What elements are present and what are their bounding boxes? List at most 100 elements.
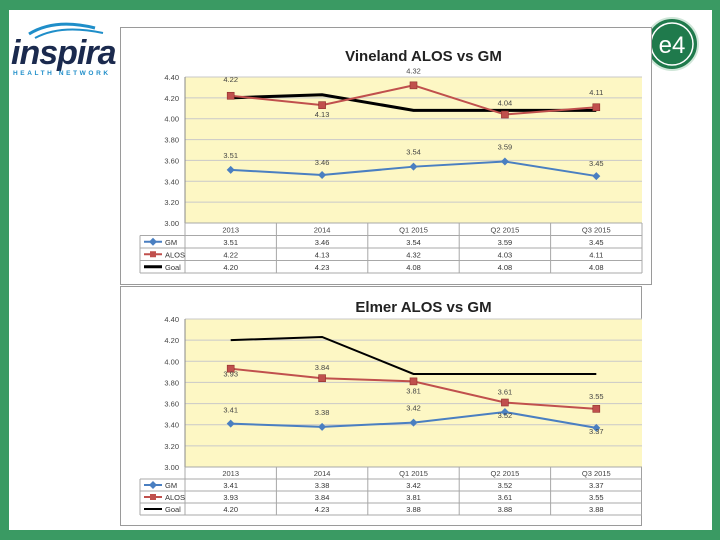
legend-marker (149, 237, 157, 246)
point-alos (409, 81, 418, 90)
y-tick-label: 3.20 (164, 198, 179, 207)
x-tick-label: Q1 2015 (399, 469, 428, 478)
point-alos (409, 377, 418, 386)
legend-label: Goal (165, 505, 181, 514)
x-tick-label: 2014 (314, 469, 331, 478)
logo-tagline: HEALTH NETWORK (13, 70, 111, 77)
table-cell: 3.84 (315, 493, 330, 502)
point-gm (409, 418, 418, 427)
data-label-alos: 3.93 (223, 370, 238, 379)
point-gm (226, 165, 235, 174)
table-cell: 4.23 (315, 263, 330, 272)
vineland-chart: Vineland ALOS vs GM 3.00 3.20 3.40 3.60 3.80 4… (120, 27, 652, 285)
point-gm (226, 419, 235, 428)
y-tick-label: 3.00 (164, 219, 179, 228)
data-label-gm: 3.51 (223, 151, 238, 160)
legend-label: Goal (165, 263, 181, 272)
y-tick-label: 4.20 (164, 336, 179, 345)
data-label-gm: 3.54 (406, 148, 421, 157)
point-alos (592, 103, 601, 112)
table-cell: 4.03 (498, 250, 513, 259)
table-cell: 4.08 (406, 263, 421, 272)
table-cell: 4.11 (589, 250, 603, 259)
x-tick-label: Q1 2015 (399, 226, 428, 235)
point-gm (318, 422, 327, 431)
table-cell: 4.22 (223, 250, 238, 259)
table-cell: 3.88 (498, 505, 513, 514)
data-label-gm: 3.59 (498, 142, 513, 151)
table-cell: 3.88 (406, 505, 421, 514)
legend-label: ALOS (165, 250, 185, 259)
table-cell: 3.88 (589, 505, 604, 514)
point-alos (226, 364, 235, 373)
y-tick-label: 4.40 (164, 315, 179, 324)
point-alos (226, 91, 235, 100)
table-cell: 3.81 (406, 493, 421, 502)
legend-marker (150, 494, 156, 500)
table-cell: 3.51 (223, 238, 238, 247)
point-alos (501, 398, 509, 407)
chart-title: Vineland ALOS vs GM (345, 48, 502, 65)
y-tick-label: 4.20 (164, 94, 179, 103)
x-tick-label: 2013 (222, 469, 239, 478)
y-tick-label: 4.00 (164, 115, 179, 124)
plot-area (185, 319, 642, 467)
swoosh-icon (28, 22, 104, 39)
elmer-chart: Elmer ALOS vs GM 3.00 3.20 3.40 3.60 3.80 4.00… (120, 286, 642, 526)
data-label-alos: 4.32 (406, 66, 421, 75)
y-tick-label: 3.60 (164, 400, 179, 409)
data-label-gm: 3.42 (406, 404, 421, 413)
table-cell: 3.93 (223, 493, 238, 502)
point-gm (592, 172, 601, 181)
y-tick-label: 3.40 (164, 177, 179, 186)
y-tick-label: 3.60 (164, 156, 179, 165)
x-tick-label: 2014 (314, 226, 331, 235)
data-label-alos: 4.13 (315, 110, 330, 119)
point-alos (501, 110, 509, 119)
table-cell: 4.08 (498, 263, 513, 272)
point-gm (500, 157, 509, 166)
y-tick-label: 3.80 (164, 378, 179, 387)
table-cell: 4.20 (223, 505, 238, 514)
data-label-gm: 3.52 (498, 411, 513, 420)
point-gm (500, 408, 509, 417)
table-cell: 3.52 (498, 481, 513, 490)
data-label-alos: 3.84 (315, 363, 330, 372)
table-cell: 4.32 (406, 250, 421, 259)
point-gm (409, 162, 418, 171)
y-tick-label: 4.40 (164, 73, 179, 82)
point-alos (318, 101, 326, 109)
x-tick-label: Q3 2015 (582, 226, 611, 235)
data-label-alos: 3.81 (406, 386, 421, 395)
table-cell: 3.61 (498, 493, 513, 502)
y-tick-label: 3.80 (164, 136, 179, 145)
x-tick-label: 2013 (222, 226, 239, 235)
table-cell: 4.23 (315, 505, 330, 514)
table-cell: 3.46 (315, 238, 330, 247)
table-cell: 3.54 (406, 238, 421, 247)
table-cell: 3.42 (406, 481, 421, 490)
slide: inspira HEALTH NETWORK e4 Vineland ALOS … (9, 10, 712, 530)
point-alos (592, 405, 601, 413)
data-label-alos: 3.61 (498, 388, 513, 397)
table-cell: 3.38 (315, 481, 330, 490)
data-label-gm: 3.41 (223, 406, 238, 415)
table-cell: 4.13 (315, 250, 330, 259)
x-tick-label: Q2 2015 (491, 469, 520, 478)
y-tick-label: 3.40 (164, 421, 179, 430)
point-gm (592, 423, 601, 432)
point-alos (318, 374, 326, 382)
x-tick-label: Q3 2015 (582, 469, 611, 478)
data-label-alos: 4.04 (498, 99, 513, 108)
badge-text: e4 (659, 32, 686, 59)
point-gm (318, 171, 327, 180)
legend-marker (150, 251, 156, 258)
e4-badge: e4 (645, 17, 699, 71)
logo-name: inspira (11, 34, 116, 72)
data-label-gm: 3.37 (589, 427, 604, 436)
series-line-goal (230, 335, 597, 375)
legend-label: GM (165, 238, 177, 247)
inspira-logo: inspira HEALTH NETWORK (11, 20, 121, 82)
table-cell: 4.08 (589, 263, 604, 272)
legend-label: ALOS (165, 493, 185, 502)
